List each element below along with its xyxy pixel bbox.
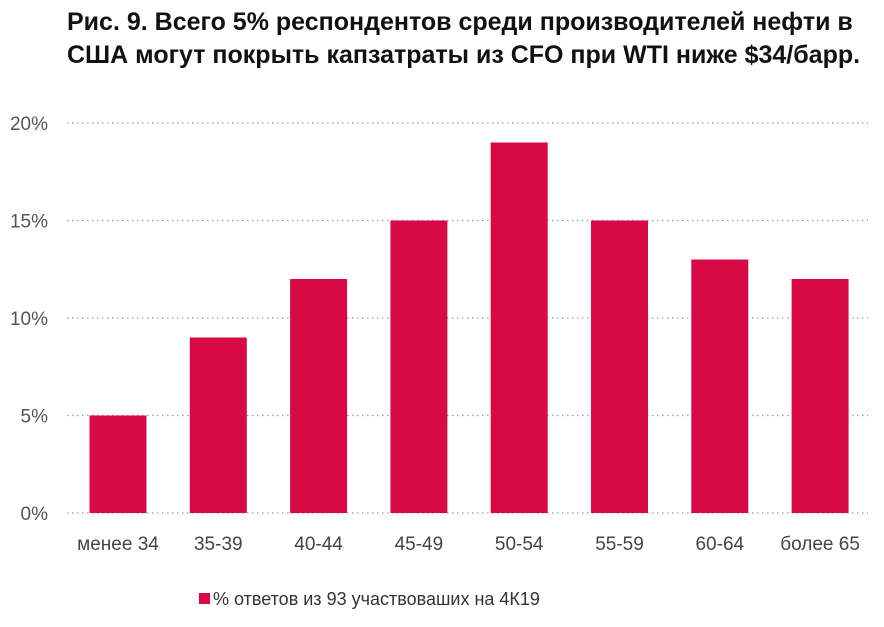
y-tick-label: 5% bbox=[21, 407, 49, 428]
chart-title: Рис. 9. Всего 5% респондентов среди прои… bbox=[67, 8, 861, 69]
x-tick-label: 35-39 bbox=[194, 534, 243, 555]
bar bbox=[591, 220, 648, 513]
legend-label: % ответов из 93 участвоваших на 4К19 bbox=[213, 589, 540, 609]
bar bbox=[691, 259, 749, 513]
bars bbox=[89, 142, 849, 513]
bar bbox=[390, 220, 448, 513]
y-tick-label: 20% bbox=[10, 114, 48, 135]
x-tick-label: 40-44 bbox=[294, 534, 343, 555]
x-tick-label: более 65 bbox=[780, 534, 860, 555]
gridlines bbox=[67, 122, 868, 514]
bar bbox=[290, 279, 348, 513]
bar bbox=[791, 279, 849, 513]
y-axis-ticks: 0% 5% 10% 15% 20% bbox=[10, 114, 48, 525]
y-tick-label: 15% bbox=[10, 212, 48, 233]
x-tick-label: 45-49 bbox=[395, 534, 444, 555]
y-tick-label: 10% bbox=[10, 309, 48, 330]
x-axis-ticks: менее 34 35-39 40-44 45-49 50-54 55-59 60-64 бо… bbox=[77, 534, 860, 555]
bar bbox=[189, 337, 247, 513]
x-tick-label: 55-59 bbox=[595, 534, 644, 555]
bar bbox=[89, 415, 147, 513]
x-tick-label: 50-54 bbox=[495, 534, 544, 555]
x-tick-label: менее 34 bbox=[77, 534, 159, 555]
x-tick-label: 60-64 bbox=[695, 534, 744, 555]
legend: % ответов из 93 участвоваших на 4К19 bbox=[199, 589, 540, 609]
y-tick-label: 0% bbox=[21, 504, 49, 525]
legend-swatch bbox=[199, 593, 210, 604]
bar bbox=[490, 142, 548, 513]
